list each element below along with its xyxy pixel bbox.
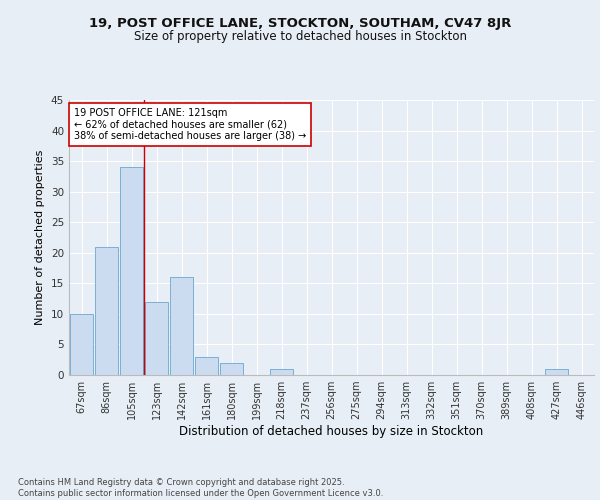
Bar <box>195 356 218 375</box>
Bar <box>545 369 568 375</box>
Bar <box>70 314 93 375</box>
Bar <box>145 302 168 375</box>
Text: Size of property relative to detached houses in Stockton: Size of property relative to detached ho… <box>133 30 467 43</box>
Bar <box>95 246 118 375</box>
Text: 19 POST OFFICE LANE: 121sqm
← 62% of detached houses are smaller (62)
38% of sem: 19 POST OFFICE LANE: 121sqm ← 62% of det… <box>74 108 307 142</box>
Bar <box>220 363 243 375</box>
Bar <box>270 369 293 375</box>
Bar <box>120 167 143 375</box>
Text: 19, POST OFFICE LANE, STOCKTON, SOUTHAM, CV47 8JR: 19, POST OFFICE LANE, STOCKTON, SOUTHAM,… <box>89 18 511 30</box>
Text: Contains HM Land Registry data © Crown copyright and database right 2025.
Contai: Contains HM Land Registry data © Crown c… <box>18 478 383 498</box>
Bar <box>170 277 193 375</box>
Y-axis label: Number of detached properties: Number of detached properties <box>35 150 46 325</box>
X-axis label: Distribution of detached houses by size in Stockton: Distribution of detached houses by size … <box>179 425 484 438</box>
